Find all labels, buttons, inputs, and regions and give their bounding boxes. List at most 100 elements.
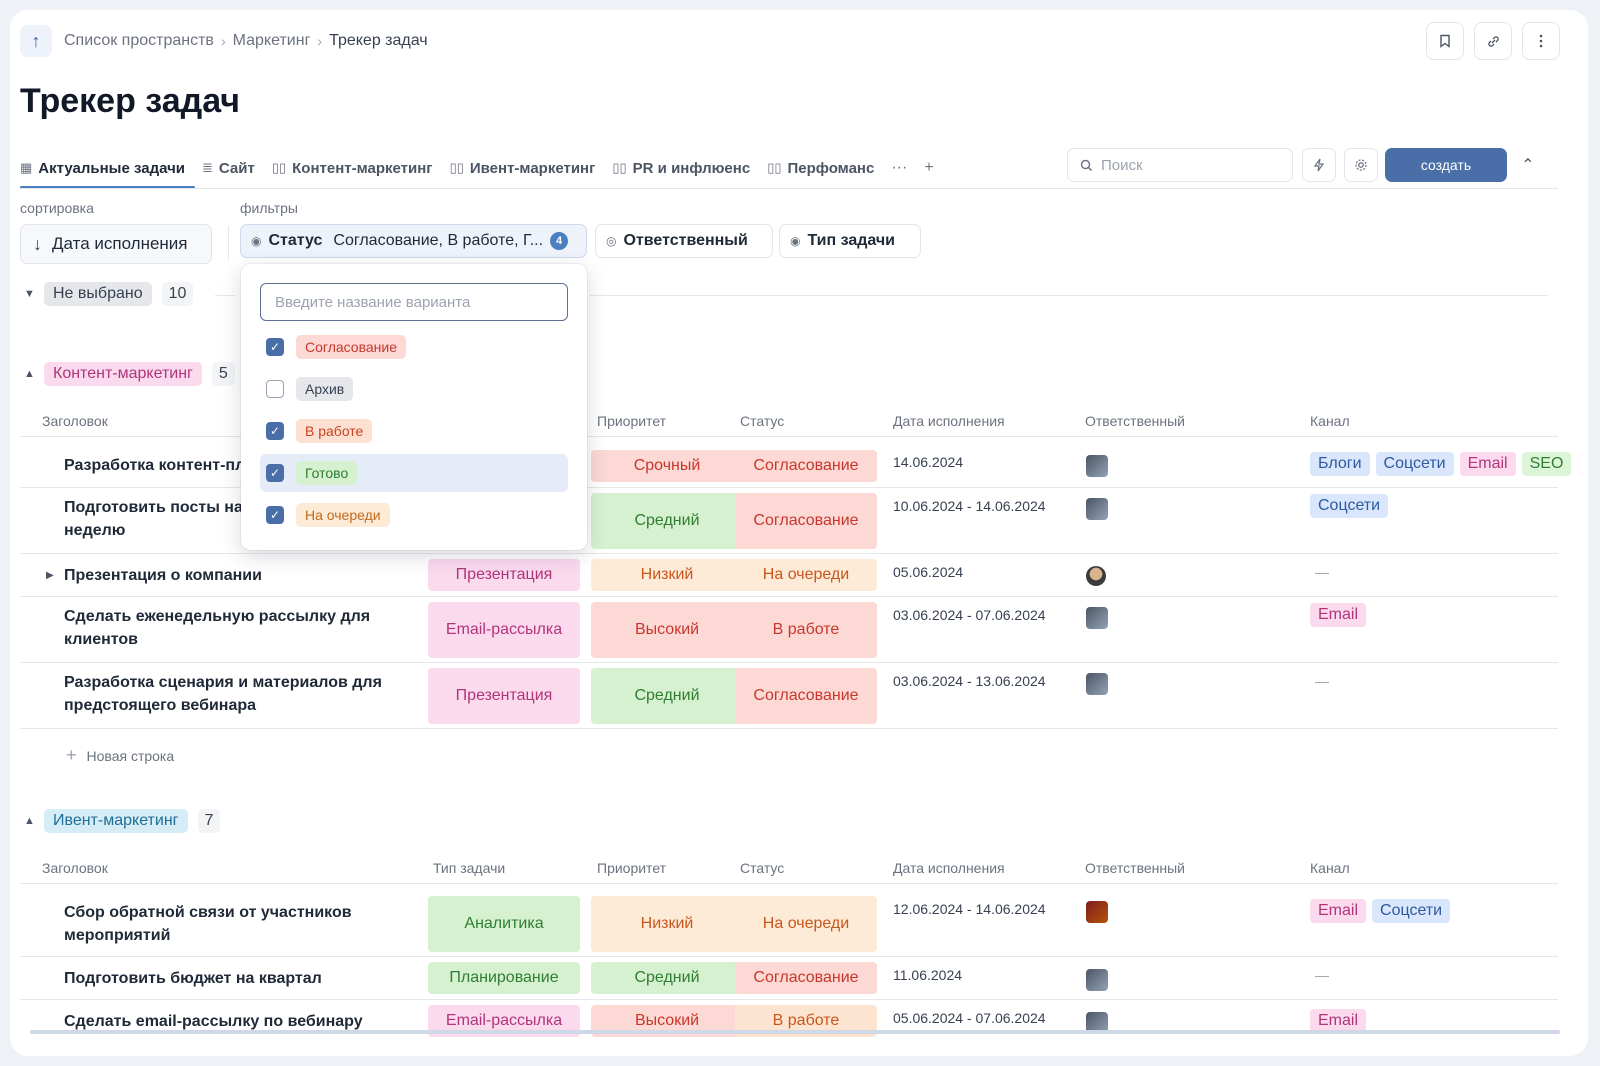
avatar[interactable] bbox=[1086, 901, 1108, 923]
task-title[interactable]: Сделать еженедельную рассылку для клиент… bbox=[64, 605, 370, 651]
add-view-button[interactable]: + bbox=[924, 159, 934, 176]
filter-name: Тип задачи bbox=[807, 232, 896, 249]
avatar[interactable] bbox=[1086, 455, 1108, 477]
status-pill[interactable]: Согласование bbox=[735, 668, 877, 724]
column-header-due-date[interactable]: Дата исполнения bbox=[893, 860, 1005, 876]
create-button[interactable]: создать bbox=[1385, 148, 1507, 182]
table-header: Заголовок Тип задачи Приоритет Статус Да… bbox=[20, 854, 1558, 884]
table-row[interactable]: Сбор обратной связи от участников меропр… bbox=[20, 891, 1558, 957]
task-type-pill[interactable]: Email-рассылка bbox=[428, 602, 580, 658]
tab-current-tasks[interactable]: ▦ Актуальные задачи bbox=[20, 153, 185, 183]
column-header-status[interactable]: Статус bbox=[740, 860, 785, 876]
task-type-pill[interactable]: Планирование bbox=[428, 962, 580, 994]
more-menu-button[interactable] bbox=[1522, 22, 1560, 60]
status-pill[interactable]: Согласование bbox=[735, 962, 877, 994]
breadcrumb-item-spaces[interactable]: Список пространств bbox=[64, 32, 214, 49]
option-done[interactable]: ✓ Готово bbox=[260, 454, 568, 492]
checkbox-checked[interactable]: ✓ bbox=[266, 506, 284, 524]
breadcrumb-item-marketing[interactable]: Маркетинг bbox=[232, 32, 311, 49]
more-tabs-button[interactable]: ··· bbox=[891, 159, 908, 176]
search-input[interactable]: Поиск bbox=[1067, 148, 1293, 182]
priority-pill[interactable]: Средний bbox=[591, 668, 743, 724]
avatar[interactable] bbox=[1086, 969, 1108, 991]
table-row[interactable]: Сделать еженедельную рассылку для клиент… bbox=[20, 597, 1558, 663]
caret-right-icon[interactable]: ▶ bbox=[46, 570, 54, 581]
priority-pill[interactable]: Срочный bbox=[591, 450, 743, 482]
option-archive[interactable]: Архив bbox=[260, 370, 568, 408]
column-header-assignee[interactable]: Ответственный bbox=[1085, 860, 1185, 876]
tab-pr-influence[interactable]: ▯▯ PR и инфлюенс bbox=[612, 153, 750, 183]
option-approval[interactable]: ✓ Согласование bbox=[260, 328, 568, 366]
task-title[interactable]: Сделать email-рассылку по вебинару bbox=[64, 1013, 363, 1030]
status-pill[interactable]: В работе bbox=[735, 602, 877, 658]
collapse-toolbar-button[interactable]: ⌃ bbox=[1516, 152, 1540, 178]
option-search-input[interactable]: Введите название варианта bbox=[260, 283, 568, 321]
task-title[interactable]: Подготовить посты на неделю bbox=[64, 496, 243, 542]
option-in-progress[interactable]: ✓ В работе bbox=[260, 412, 568, 450]
status-pill[interactable]: На очереди bbox=[735, 559, 877, 591]
priority-pill[interactable]: Высокий bbox=[591, 602, 743, 658]
group-header-event-marketing[interactable]: ▲ Ивент-маркетинг 7 bbox=[24, 809, 221, 833]
column-header-status[interactable]: Статус bbox=[740, 413, 785, 429]
checkbox-unchecked[interactable] bbox=[266, 380, 284, 398]
settings-button[interactable] bbox=[1344, 148, 1378, 182]
add-row-button[interactable]: + Новая строка bbox=[66, 745, 174, 766]
status-pill[interactable]: Согласование bbox=[735, 450, 877, 482]
task-type-filter[interactable]: ◉ Тип задачи bbox=[779, 224, 921, 258]
status-pill[interactable]: На очереди bbox=[735, 896, 877, 952]
copy-link-button[interactable] bbox=[1474, 22, 1512, 60]
task-type-pill[interactable]: Презентация bbox=[428, 668, 580, 724]
group-header-none[interactable]: ▼ Не выбрано 10 bbox=[24, 282, 194, 306]
column-header-task-type[interactable]: Тип задачи bbox=[433, 860, 506, 876]
tab-performance[interactable]: ▯▯ Перфоманс bbox=[767, 153, 874, 183]
table-row[interactable]: Разработка сценария и материалов для пре… bbox=[20, 663, 1558, 729]
link-icon bbox=[1487, 35, 1499, 47]
avatar[interactable] bbox=[1086, 607, 1108, 629]
column-header-priority[interactable]: Приоритет bbox=[597, 860, 667, 876]
option-queued[interactable]: ✓ На очереди bbox=[260, 496, 568, 534]
task-type-pill[interactable]: Презентация bbox=[428, 559, 580, 591]
status-filter[interactable]: ◉ Статус Согласование, В работе, Г... 4 bbox=[240, 224, 587, 258]
checkbox-checked[interactable]: ✓ bbox=[266, 338, 284, 356]
table-row[interactable]: Подготовить бюджет на квартал Планирован… bbox=[20, 957, 1558, 1000]
priority-pill[interactable]: Низкий bbox=[591, 559, 743, 591]
column-header-title[interactable]: Заголовок bbox=[42, 413, 108, 429]
group-header-content-marketing[interactable]: ▲ Контент-маркетинг 5 bbox=[24, 362, 235, 386]
column-header-title[interactable]: Заголовок bbox=[42, 860, 108, 876]
checkbox-checked[interactable]: ✓ bbox=[266, 464, 284, 482]
go-up-button[interactable]: ↑ bbox=[20, 25, 52, 57]
tab-site[interactable]: ≣ Сайт bbox=[202, 153, 255, 183]
status-pill[interactable]: Согласование bbox=[735, 493, 877, 549]
column-header-channel[interactable]: Канал bbox=[1310, 860, 1350, 876]
priority-pill[interactable]: Средний bbox=[591, 962, 743, 994]
table-row[interactable]: ▶ Презентация о компании Презентация Низ… bbox=[20, 554, 1558, 597]
table-row[interactable]: Разработка контент-плана Срочный Согласо… bbox=[20, 444, 1572, 488]
table-row[interactable]: Сделать email-рассылку по вебинару Email… bbox=[20, 1000, 1558, 1043]
avatar[interactable] bbox=[1086, 498, 1108, 520]
table-row[interactable]: Подготовить посты на неделю Средний Согл… bbox=[20, 488, 1558, 554]
priority-pill[interactable]: Низкий bbox=[591, 896, 743, 952]
column-header-assignee[interactable]: Ответственный bbox=[1085, 413, 1185, 429]
horizontal-scrollbar[interactable] bbox=[30, 1030, 1560, 1034]
assignee-filter[interactable]: ◎ Ответственный bbox=[595, 224, 773, 258]
avatar[interactable] bbox=[1086, 673, 1108, 695]
task-title[interactable]: Разработка сценария и материалов для пре… bbox=[64, 671, 382, 717]
checkbox-checked[interactable]: ✓ bbox=[266, 422, 284, 440]
column-header-channel[interactable]: Канал bbox=[1310, 413, 1350, 429]
column-header-priority[interactable]: Приоритет bbox=[597, 413, 667, 429]
task-title[interactable]: Подготовить бюджет на квартал bbox=[64, 970, 322, 987]
automation-button[interactable] bbox=[1302, 148, 1336, 182]
priority-pill[interactable]: Средний bbox=[591, 493, 743, 549]
bookmark-button[interactable] bbox=[1426, 22, 1464, 60]
task-title[interactable]: Сбор обратной связи от участников меропр… bbox=[64, 901, 352, 947]
avatar[interactable] bbox=[1086, 566, 1106, 586]
task-type-pill[interactable]: Аналитика bbox=[428, 896, 580, 952]
arrow-up-icon: ↑ bbox=[31, 30, 41, 51]
tab-event-marketing[interactable]: ▯▯ Ивент-маркетинг bbox=[450, 153, 596, 183]
sort-button[interactable]: ↓ Дата исполнения bbox=[20, 224, 212, 264]
task-title[interactable]: Разработка контент-плана bbox=[64, 457, 273, 474]
avatar[interactable] bbox=[1086, 1012, 1108, 1034]
task-title[interactable]: Презентация о компании bbox=[64, 567, 262, 584]
column-header-due-date[interactable]: Дата исполнения bbox=[893, 413, 1005, 429]
tab-content-marketing[interactable]: ▯▯ Контент-маркетинг bbox=[272, 153, 433, 183]
